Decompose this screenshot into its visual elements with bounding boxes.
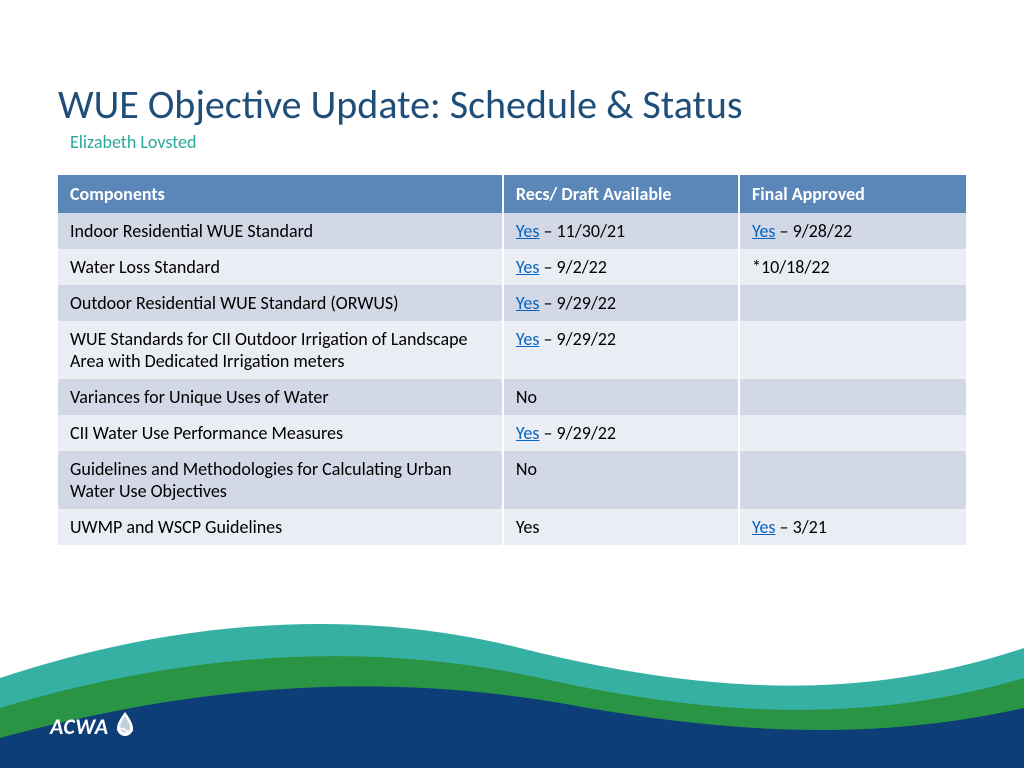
table-row: Variances for Unique Uses of WaterNo bbox=[58, 379, 966, 415]
yes-link[interactable]: Yes bbox=[516, 292, 539, 314]
cell-date: – 9/29/22 bbox=[539, 328, 616, 350]
page-title: WUE Objective Update: Schedule & Status bbox=[58, 80, 966, 129]
acwa-logo: ACWA bbox=[50, 710, 137, 742]
cell-final bbox=[739, 321, 966, 379]
cell-date: – 11/30/21 bbox=[539, 220, 625, 242]
cell-recs: No bbox=[503, 451, 739, 509]
cell-recs: Yes – 9/29/22 bbox=[503, 321, 739, 379]
table-row: Water Loss StandardYes – 9/2/22*10/18/22 bbox=[58, 249, 966, 285]
cell-date: – 9/2/22 bbox=[539, 256, 607, 278]
cell-recs: Yes bbox=[503, 509, 739, 545]
cell-component: Guidelines and Methodologies for Calcula… bbox=[58, 451, 503, 509]
cell-recs: No bbox=[503, 379, 739, 415]
cell-date: – 9/28/22 bbox=[775, 220, 852, 242]
cell-final: Yes – 3/21 bbox=[739, 509, 966, 545]
col-components: Components bbox=[58, 175, 503, 213]
cell-component: Outdoor Residential WUE Standard (ORWUS) bbox=[58, 285, 503, 321]
cell-component: Indoor Residential WUE Standard bbox=[58, 213, 503, 249]
cell-component: Water Loss Standard bbox=[58, 249, 503, 285]
table-row: WUE Standards for CII Outdoor Irrigation… bbox=[58, 321, 966, 379]
table-row: UWMP and WSCP GuidelinesYesYes – 3/21 bbox=[58, 509, 966, 545]
cell-final: Yes – 9/28/22 bbox=[739, 213, 966, 249]
schedule-table: Components Recs/ Draft Available Final A… bbox=[58, 175, 966, 545]
yes-link[interactable]: Yes bbox=[752, 516, 775, 538]
cell-final bbox=[739, 379, 966, 415]
cell-recs: Yes – 9/29/22 bbox=[503, 285, 739, 321]
cell-component: CII Water Use Performance Measures bbox=[58, 415, 503, 451]
table-row: Outdoor Residential WUE Standard (ORWUS)… bbox=[58, 285, 966, 321]
cell-component: UWMP and WSCP Guidelines bbox=[58, 509, 503, 545]
cell-component: WUE Standards for CII Outdoor Irrigation… bbox=[58, 321, 503, 379]
cell-final bbox=[739, 285, 966, 321]
cell-recs: Yes – 11/30/21 bbox=[503, 213, 739, 249]
logo-text: ACWA bbox=[50, 713, 109, 740]
cell-recs: Yes – 9/29/22 bbox=[503, 415, 739, 451]
cell-final bbox=[739, 415, 966, 451]
yes-link[interactable]: Yes bbox=[516, 256, 539, 278]
cell-date: – 9/29/22 bbox=[539, 292, 616, 314]
table-header-row: Components Recs/ Draft Available Final A… bbox=[58, 175, 966, 213]
water-drop-icon bbox=[113, 710, 137, 742]
col-recs: Recs/ Draft Available bbox=[503, 175, 739, 213]
yes-link[interactable]: Yes bbox=[516, 328, 539, 350]
yes-link[interactable]: Yes bbox=[752, 220, 775, 242]
table-row: Indoor Residential WUE StandardYes – 11/… bbox=[58, 213, 966, 249]
cell-date: – 3/21 bbox=[775, 516, 826, 538]
footer-wave-graphic bbox=[0, 608, 1024, 768]
cell-date: – 9/29/22 bbox=[539, 422, 616, 444]
cell-component: Variances for Unique Uses of Water bbox=[58, 379, 503, 415]
presenter-name: Elizabeth Lovsted bbox=[70, 131, 966, 153]
cell-final bbox=[739, 451, 966, 509]
cell-final: *10/18/22 bbox=[739, 249, 966, 285]
cell-recs: Yes – 9/2/22 bbox=[503, 249, 739, 285]
col-final: Final Approved bbox=[739, 175, 966, 213]
yes-link[interactable]: Yes bbox=[516, 422, 539, 444]
table-row: Guidelines and Methodologies for Calcula… bbox=[58, 451, 966, 509]
table-row: CII Water Use Performance MeasuresYes – … bbox=[58, 415, 966, 451]
yes-link[interactable]: Yes bbox=[516, 220, 539, 242]
